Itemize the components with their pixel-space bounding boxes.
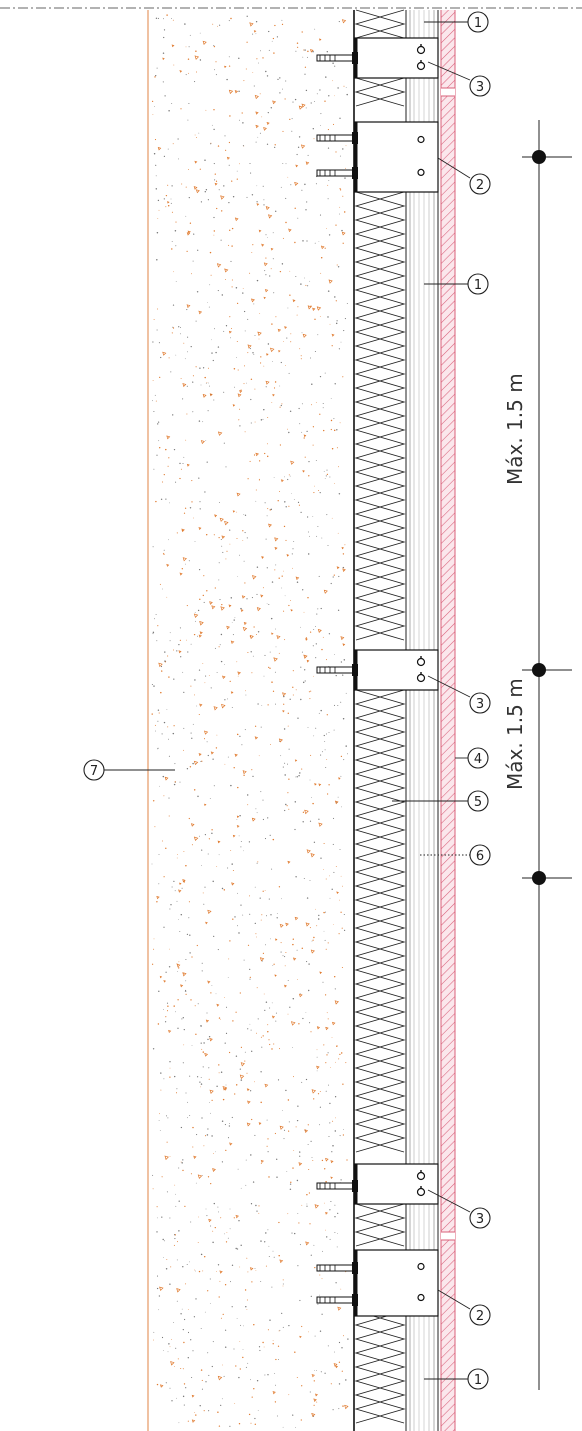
callout-circle-1-bottom: [467, 1368, 489, 1390]
anchor-bolt: [316, 664, 358, 676]
brackets-group: [316, 37, 439, 1317]
anchor-bolt: [316, 1262, 358, 1274]
callout-label-7: 7: [90, 764, 98, 779]
callout-circle-2-bottom: [469, 1304, 491, 1326]
dimension-node-top: [532, 150, 546, 164]
callout-circle-3-middle: [469, 692, 491, 714]
callout-label-3-bottom: 3: [476, 1212, 484, 1227]
callout-label-3-middle: 3: [476, 697, 484, 712]
bracket-top-fixed: [316, 121, 439, 193]
callout-label-1-top: 1: [474, 16, 482, 31]
callout-circle-5: [467, 790, 489, 812]
bracket-bottom-fixed: [316, 1249, 439, 1317]
callout-label-4: 4: [474, 752, 482, 767]
callout-label-3-top: 3: [476, 80, 484, 95]
anchor-bolt: [316, 132, 358, 144]
callout-circle-1-top: [467, 11, 489, 33]
callout-circle-3-top: [469, 75, 491, 97]
callout-circle-2-top: [469, 173, 491, 195]
bracket-top-helper: [316, 37, 439, 79]
callouts: 1 3 2 1 3 4 5 6 7 3: [83, 11, 491, 1390]
callout-label-2-top: 2: [476, 178, 484, 193]
callout-label-1-bottom: 1: [474, 1373, 482, 1388]
callout-circle-7: [83, 759, 105, 781]
dimension-label-lower: Máx. 1.5 m: [503, 678, 527, 790]
dimension-node-middle: [532, 663, 546, 677]
anchor-bolt: [316, 1180, 358, 1192]
insulation-layer: [354, 9, 407, 1431]
concrete-wall: [147, 10, 355, 1431]
dimension-label-upper: Máx. 1.5 m: [503, 373, 527, 485]
concrete-speckle-texture: [151, 14, 349, 1428]
callout-circle-6: [469, 844, 491, 866]
callout-label-6: 6: [476, 849, 484, 864]
callout-label-2-bottom: 2: [476, 1309, 484, 1324]
callout-circle-1-middle: [467, 273, 489, 295]
callout-label-5: 5: [474, 795, 482, 810]
callout-circle-3-bottom: [469, 1207, 491, 1229]
dimension-line: Máx. 1.5 m Máx. 1.5 m: [503, 120, 572, 1390]
bracket-mid-helper: [316, 649, 439, 691]
anchor-bolt: [316, 167, 358, 179]
cladding-panel: [440, 10, 456, 1431]
bracket-bottom-helper: [316, 1163, 439, 1205]
callout-circle-4: [467, 747, 489, 769]
callout-label-1-middle: 1: [474, 278, 482, 293]
air-cavity-profile: [409, 10, 439, 1431]
anchor-bolt: [316, 52, 358, 64]
anchor-bolt: [316, 1294, 358, 1306]
dimension-node-bottom: [532, 871, 546, 885]
